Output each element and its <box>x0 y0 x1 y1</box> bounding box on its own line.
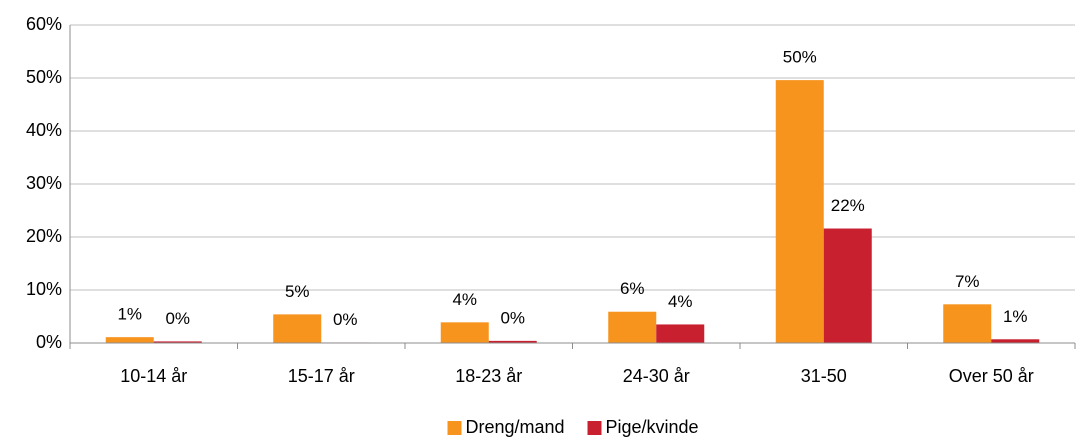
bar <box>823 228 872 343</box>
y-tick-label: 30% <box>26 173 62 193</box>
bar <box>608 311 657 343</box>
legend-swatch <box>447 421 462 435</box>
x-tick-label: 10-14 år <box>120 366 187 386</box>
legend-label: Dreng/mand <box>466 417 565 437</box>
legend-swatch <box>587 421 602 435</box>
y-tick-label: 40% <box>26 120 62 140</box>
y-tick-label: 20% <box>26 226 62 246</box>
legend-label: Pige/kvinde <box>606 417 699 437</box>
value-label: 0% <box>500 308 525 327</box>
bar <box>105 337 154 343</box>
value-label: 1% <box>117 305 142 324</box>
value-label: 1% <box>1003 307 1028 326</box>
y-tick-label: 60% <box>26 14 62 34</box>
value-label: 4% <box>668 292 693 311</box>
bar <box>991 339 1040 343</box>
bar <box>153 341 202 343</box>
value-label: 50% <box>783 48 817 67</box>
x-tick-label: 31-50 <box>801 366 847 386</box>
value-label: 0% <box>333 310 358 329</box>
y-tick-label: 50% <box>26 67 62 87</box>
x-tick-label: 18-23 år <box>455 366 522 386</box>
bar <box>775 80 824 344</box>
x-tick-label: 15-17 år <box>288 366 355 386</box>
bar <box>488 340 537 343</box>
y-tick-label: 10% <box>26 279 62 299</box>
bar <box>656 324 705 343</box>
bar <box>440 322 489 343</box>
x-tick-label: 24-30 år <box>623 366 690 386</box>
value-label: 4% <box>452 290 477 309</box>
bar <box>943 304 992 343</box>
value-label: 0% <box>165 309 190 328</box>
value-label: 7% <box>955 272 980 291</box>
value-label: 6% <box>620 279 645 298</box>
bar <box>273 314 322 343</box>
value-label: 22% <box>831 196 865 215</box>
value-label: 5% <box>285 282 310 301</box>
y-tick-label: 0% <box>36 332 62 352</box>
x-tick-label: Over 50 år <box>949 366 1034 386</box>
